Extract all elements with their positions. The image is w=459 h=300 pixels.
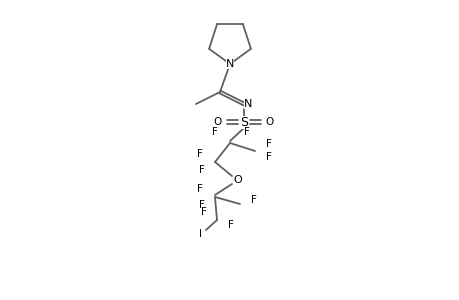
Text: O: O [213, 117, 222, 127]
Text: F: F [212, 127, 218, 137]
Text: F: F [228, 220, 234, 230]
Text: N: N [243, 99, 252, 109]
Text: S: S [240, 116, 247, 128]
Text: F: F [199, 165, 205, 175]
Text: I: I [199, 229, 202, 239]
Text: F: F [201, 207, 207, 217]
Text: N: N [225, 59, 234, 69]
Text: F: F [265, 152, 271, 162]
Text: F: F [196, 184, 202, 194]
Text: O: O [265, 117, 274, 127]
Text: F: F [265, 139, 271, 149]
Text: O: O [233, 175, 242, 185]
Text: F: F [251, 195, 257, 205]
Text: F: F [244, 127, 249, 137]
Text: F: F [199, 200, 205, 210]
Text: F: F [196, 149, 202, 159]
